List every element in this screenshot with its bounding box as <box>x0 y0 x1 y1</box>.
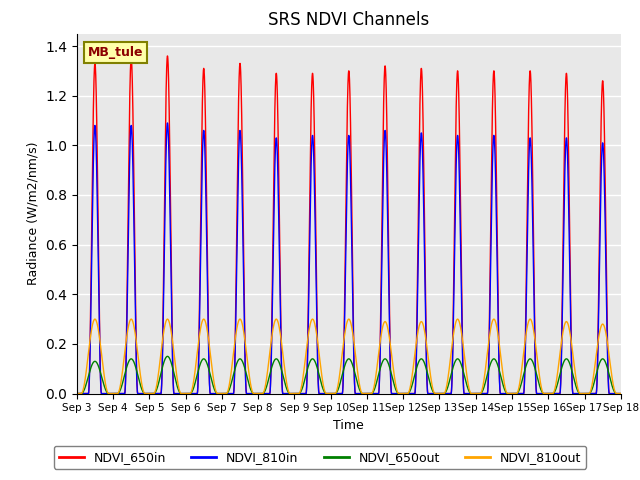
NDVI_650out <box>424 372 431 378</box>
NDVI_810in <box>617 391 625 396</box>
NDVI_810out <box>276 332 284 338</box>
NDVI_810out <box>73 391 81 396</box>
NDVI_650out <box>73 391 81 396</box>
NDVI_810out <box>189 381 197 386</box>
NDVI_810in <box>615 391 623 396</box>
Text: MB_tule: MB_tule <box>88 46 143 59</box>
NDVI_650out <box>164 353 172 359</box>
NDVI_810out <box>615 391 623 396</box>
NDVI_650out <box>615 391 623 396</box>
Line: NDVI_810out: NDVI_810out <box>77 319 621 394</box>
Line: NDVI_650in: NDVI_650in <box>77 56 621 394</box>
NDVI_810in <box>184 391 191 396</box>
NDVI_650in <box>189 391 197 396</box>
NDVI_650in <box>276 303 284 309</box>
NDVI_650in <box>73 391 81 396</box>
NDVI_810in <box>501 391 509 396</box>
NDVI_810out <box>91 316 99 322</box>
NDVI_810in <box>189 391 197 396</box>
NDVI_650out <box>184 391 191 396</box>
NDVI_650out <box>617 391 625 396</box>
NDVI_810in <box>73 391 81 396</box>
NDVI_810in <box>276 321 284 326</box>
Y-axis label: Radiance (W/m2/nm/s): Radiance (W/m2/nm/s) <box>26 142 40 285</box>
NDVI_650in <box>617 391 625 396</box>
NDVI_810in <box>164 120 172 126</box>
X-axis label: Time: Time <box>333 419 364 432</box>
NDVI_650in <box>424 391 431 396</box>
NDVI_650out <box>276 363 284 369</box>
Line: NDVI_650out: NDVI_650out <box>77 356 621 394</box>
Line: NDVI_810in: NDVI_810in <box>77 123 621 394</box>
NDVI_650in <box>615 391 623 396</box>
NDVI_810out <box>501 384 509 390</box>
NDVI_650in <box>501 391 509 396</box>
NDVI_650in <box>184 391 191 396</box>
NDVI_810out <box>424 351 431 357</box>
NDVI_650out <box>189 386 197 392</box>
Title: SRS NDVI Channels: SRS NDVI Channels <box>268 11 429 29</box>
NDVI_810in <box>424 391 431 396</box>
NDVI_650in <box>164 53 172 59</box>
Legend: NDVI_650in, NDVI_810in, NDVI_650out, NDVI_810out: NDVI_650in, NDVI_810in, NDVI_650out, NDV… <box>54 446 586 469</box>
NDVI_650out <box>501 388 509 394</box>
NDVI_810out <box>617 391 625 396</box>
NDVI_810out <box>184 391 191 396</box>
